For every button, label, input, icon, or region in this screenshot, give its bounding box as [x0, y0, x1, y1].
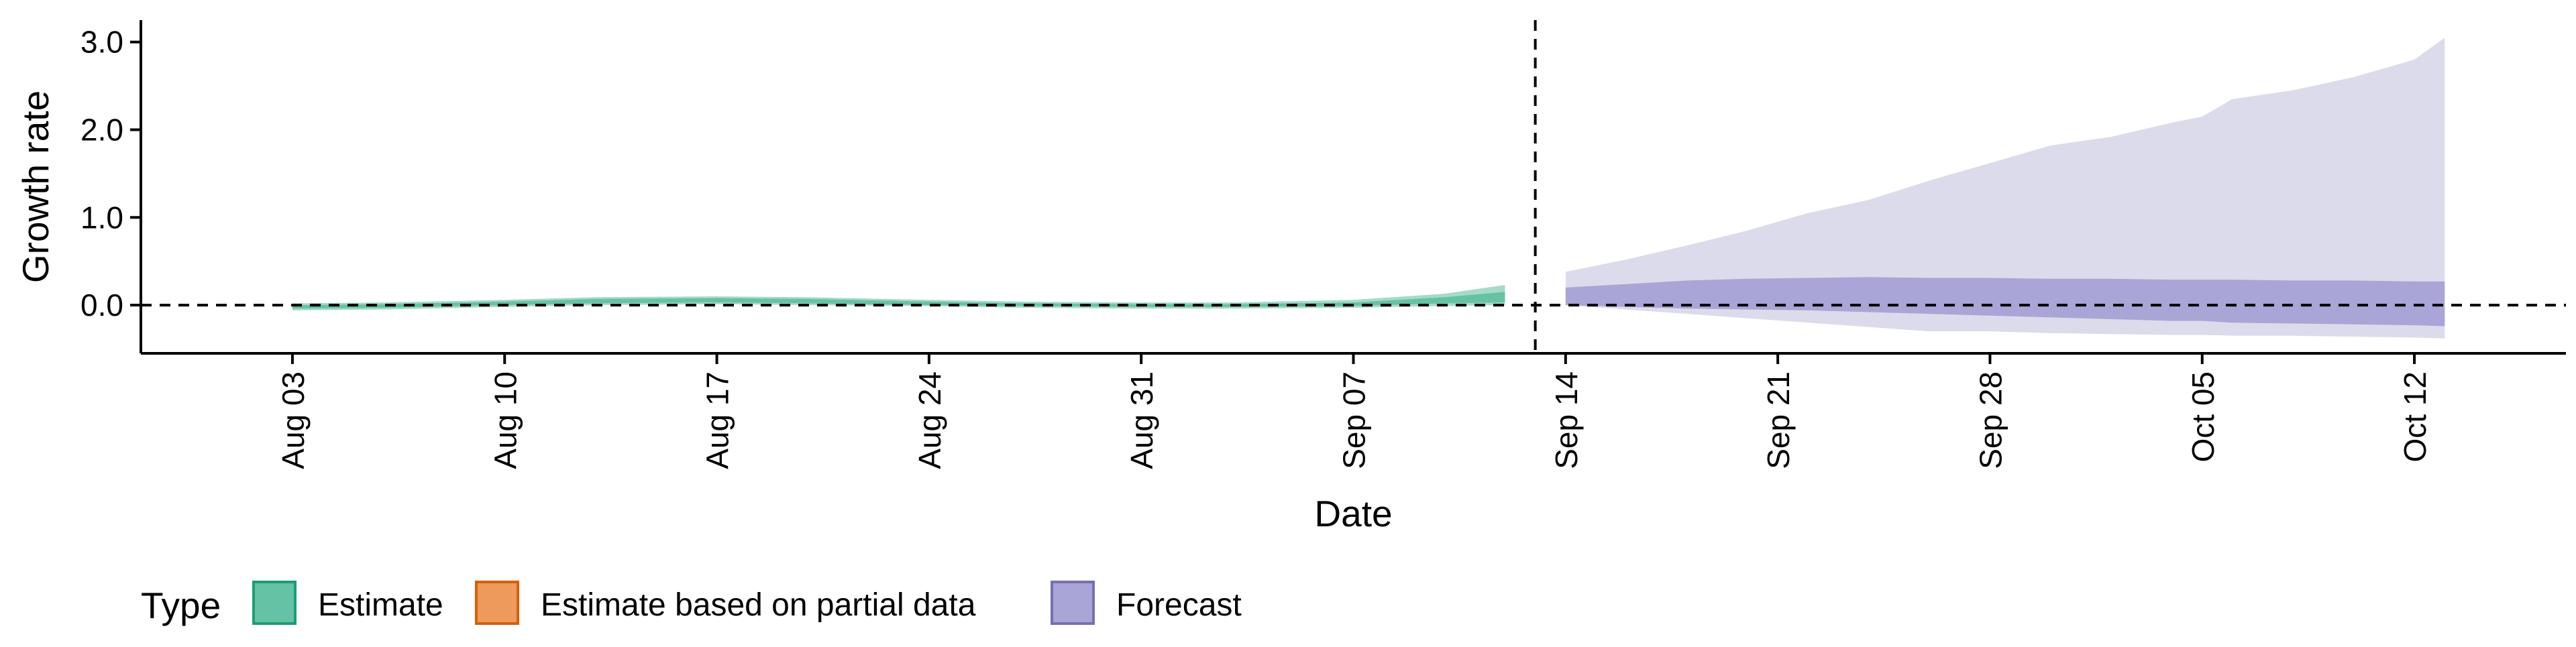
x-tick-label: Aug 31 [1124, 371, 1159, 469]
y-tick-label: 2.0 [80, 112, 123, 147]
x-tick-label: Oct 12 [2398, 371, 2432, 463]
x-tick-label: Sep 07 [1337, 371, 1372, 469]
x-tick-label: Aug 10 [488, 371, 523, 469]
forecast-inner-band [1565, 277, 2445, 327]
x-tick-label: Sep 14 [1549, 371, 1584, 469]
legend-swatch [1051, 581, 1095, 625]
legend-swatch [475, 581, 519, 625]
bands-layer [292, 38, 2445, 339]
y-axis-title: Growth rate [15, 91, 56, 283]
x-axis-title: Date [1314, 493, 1392, 534]
y-axis-ticks: 0.0 1.0 2.0 3.0 [80, 25, 141, 322]
x-tick-label: Sep 28 [1973, 371, 2008, 469]
x-axis-ticks: Aug 03 Aug 10 Aug 17 Aug 24 Aug 31 Sep 07 Sep … [276, 353, 2432, 469]
x-tick-label: Aug 24 [912, 371, 947, 469]
legend-items: Estimate Estimate based on partial data Fo… [252, 581, 1242, 625]
legend-label: Estimate [318, 587, 443, 623]
y-tick-label: 0.0 [80, 288, 123, 322]
x-tick-label: Aug 03 [276, 371, 311, 469]
legend: Type Estimate Estimate based on partial d… [141, 581, 1242, 626]
y-tick-label: 1.0 [80, 200, 123, 235]
x-tick-label: Oct 05 [2186, 371, 2220, 463]
reference-lines [141, 20, 2566, 353]
forecast-outer-band [1565, 38, 2445, 339]
legend-label: Estimate based on partial data [541, 587, 976, 623]
estimate-outer-band [292, 285, 1505, 310]
legend-swatch [252, 581, 297, 625]
legend-title: Type [141, 585, 221, 626]
x-tick-label: Sep 21 [1761, 371, 1796, 469]
x-tick-label: Aug 17 [700, 371, 735, 469]
y-tick-label: 3.0 [80, 25, 123, 60]
legend-label: Forecast [1116, 587, 1242, 623]
